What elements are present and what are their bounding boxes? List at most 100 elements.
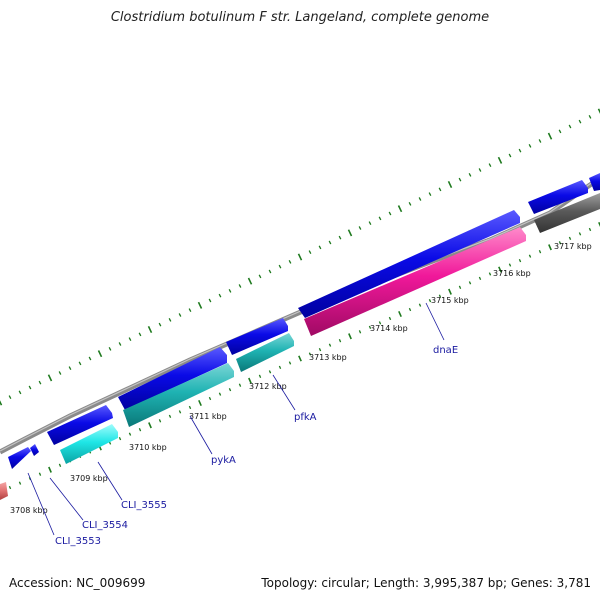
- tick-mark: [478, 168, 482, 172]
- tick-mark: [428, 299, 432, 303]
- leader-lines: [27, 302, 445, 536]
- tick-label: 3714 kbp: [370, 324, 408, 333]
- tick-mark: [268, 269, 272, 274]
- gene-arrow: [589, 173, 600, 191]
- tick-mark: [38, 472, 42, 476]
- tick-mark: [178, 410, 182, 414]
- gene-label-cli-3555: CLI_3555: [121, 500, 167, 511]
- tick-mark: [208, 298, 212, 303]
- tick-label: 3712 kbp: [249, 382, 287, 391]
- tick-mark: [558, 129, 562, 134]
- tick-mark: [558, 241, 562, 245]
- leader-line: [189, 415, 213, 455]
- gene-arrow: [226, 318, 288, 355]
- leader-line: [272, 374, 296, 411]
- tick-mark: [308, 352, 312, 356]
- accession-text: Accession: NC_009699: [9, 576, 146, 590]
- tick-mark: [488, 163, 492, 167]
- tick-mark: [18, 481, 22, 485]
- tick-mark: [378, 216, 382, 221]
- tick-label: 3710 kbp: [129, 443, 167, 452]
- tick-mark: [108, 347, 112, 351]
- tick-mark: [118, 342, 122, 346]
- tick-mark: [8, 485, 12, 490]
- tick-mark: [448, 288, 452, 295]
- tick-mark: [8, 395, 12, 399]
- gene-arrow: [123, 363, 234, 427]
- tick-mark: [478, 276, 482, 281]
- tick-mark: [568, 236, 572, 240]
- tick-mark: [47, 374, 53, 382]
- tick-mark: [548, 244, 552, 251]
- tick-mark: [138, 332, 142, 337]
- tick-label: 3715 kbp: [431, 296, 469, 305]
- tick-mark: [508, 263, 512, 267]
- tick-mark: [198, 399, 202, 407]
- tick-mark: [148, 422, 152, 429]
- gene-label-cli-3553: CLI_3553: [55, 536, 101, 547]
- tick-mark: [268, 370, 272, 374]
- tick-mark: [238, 284, 242, 288]
- gene-arrow: [528, 180, 588, 214]
- outer-ticks: [0, 108, 600, 406]
- tick-mark: [588, 227, 592, 232]
- tick-mark: [408, 307, 412, 312]
- tick-label: 3713 kbp: [309, 353, 347, 362]
- tick-mark: [78, 361, 82, 366]
- tick-mark: [418, 303, 422, 307]
- tick-mark: [218, 392, 222, 396]
- tick-label: 3711 kbp: [189, 412, 227, 421]
- tick-mark: [28, 385, 32, 390]
- forward-genes: [8, 173, 600, 469]
- tick-mark: [308, 250, 312, 254]
- tick-mark: [497, 156, 503, 164]
- tick-mark: [288, 361, 292, 365]
- tick-label: 3709 kbp: [70, 474, 108, 483]
- tick-mark: [438, 294, 442, 298]
- tick-mark: [238, 383, 242, 387]
- tick-mark: [538, 139, 542, 143]
- leader-line: [27, 472, 55, 536]
- tick-mark: [398, 310, 402, 318]
- tick-mark: [188, 405, 192, 410]
- tick-mark: [348, 333, 352, 340]
- tick-mark: [578, 232, 582, 236]
- tick-mark: [418, 197, 422, 201]
- tick-mark: [197, 301, 203, 309]
- tick-mark: [158, 322, 162, 327]
- tick-mark: [288, 260, 292, 264]
- tick-mark: [218, 293, 222, 298]
- tick-mark: [228, 388, 232, 392]
- gene-label-cli-3554: CLI_3554: [82, 520, 128, 531]
- tick-mark: [48, 466, 52, 473]
- tick-mark: [547, 132, 553, 140]
- tick-mark: [338, 235, 342, 240]
- leader-line: [97, 461, 123, 501]
- tick-mark: [328, 343, 332, 347]
- tick-mark: [188, 308, 192, 312]
- gene-label-dnae: dnaE: [433, 345, 458, 356]
- tick-mark: [447, 180, 453, 189]
- tick-mark: [588, 115, 592, 119]
- tick-mark: [278, 264, 282, 269]
- tick-mark: [378, 321, 382, 325]
- tick-label: 3716 kbp: [493, 269, 531, 278]
- genome-summary-text: Topology: circular; Length: 3,995,387 bp…: [261, 576, 591, 590]
- tick-labels: 3708 kbp 3709 kbp 3710 kbp 3711 kbp 3712…: [10, 242, 592, 515]
- tick-mark: [508, 153, 512, 158]
- tick-mark: [598, 221, 600, 227]
- tick-mark: [388, 211, 392, 216]
- tick-mark: [438, 187, 442, 192]
- tick-mark: [278, 365, 282, 370]
- tick-mark: [428, 192, 432, 196]
- tick-mark: [528, 254, 532, 258]
- gene-arrow: [47, 405, 113, 445]
- tick-mark: [178, 313, 182, 317]
- gene-label-pfka: pfkA: [294, 412, 317, 423]
- tick-mark: [58, 463, 62, 467]
- tick-mark: [68, 366, 72, 370]
- tick-mark: [518, 258, 522, 263]
- tick-mark: [247, 277, 253, 285]
- tick-mark: [458, 285, 462, 289]
